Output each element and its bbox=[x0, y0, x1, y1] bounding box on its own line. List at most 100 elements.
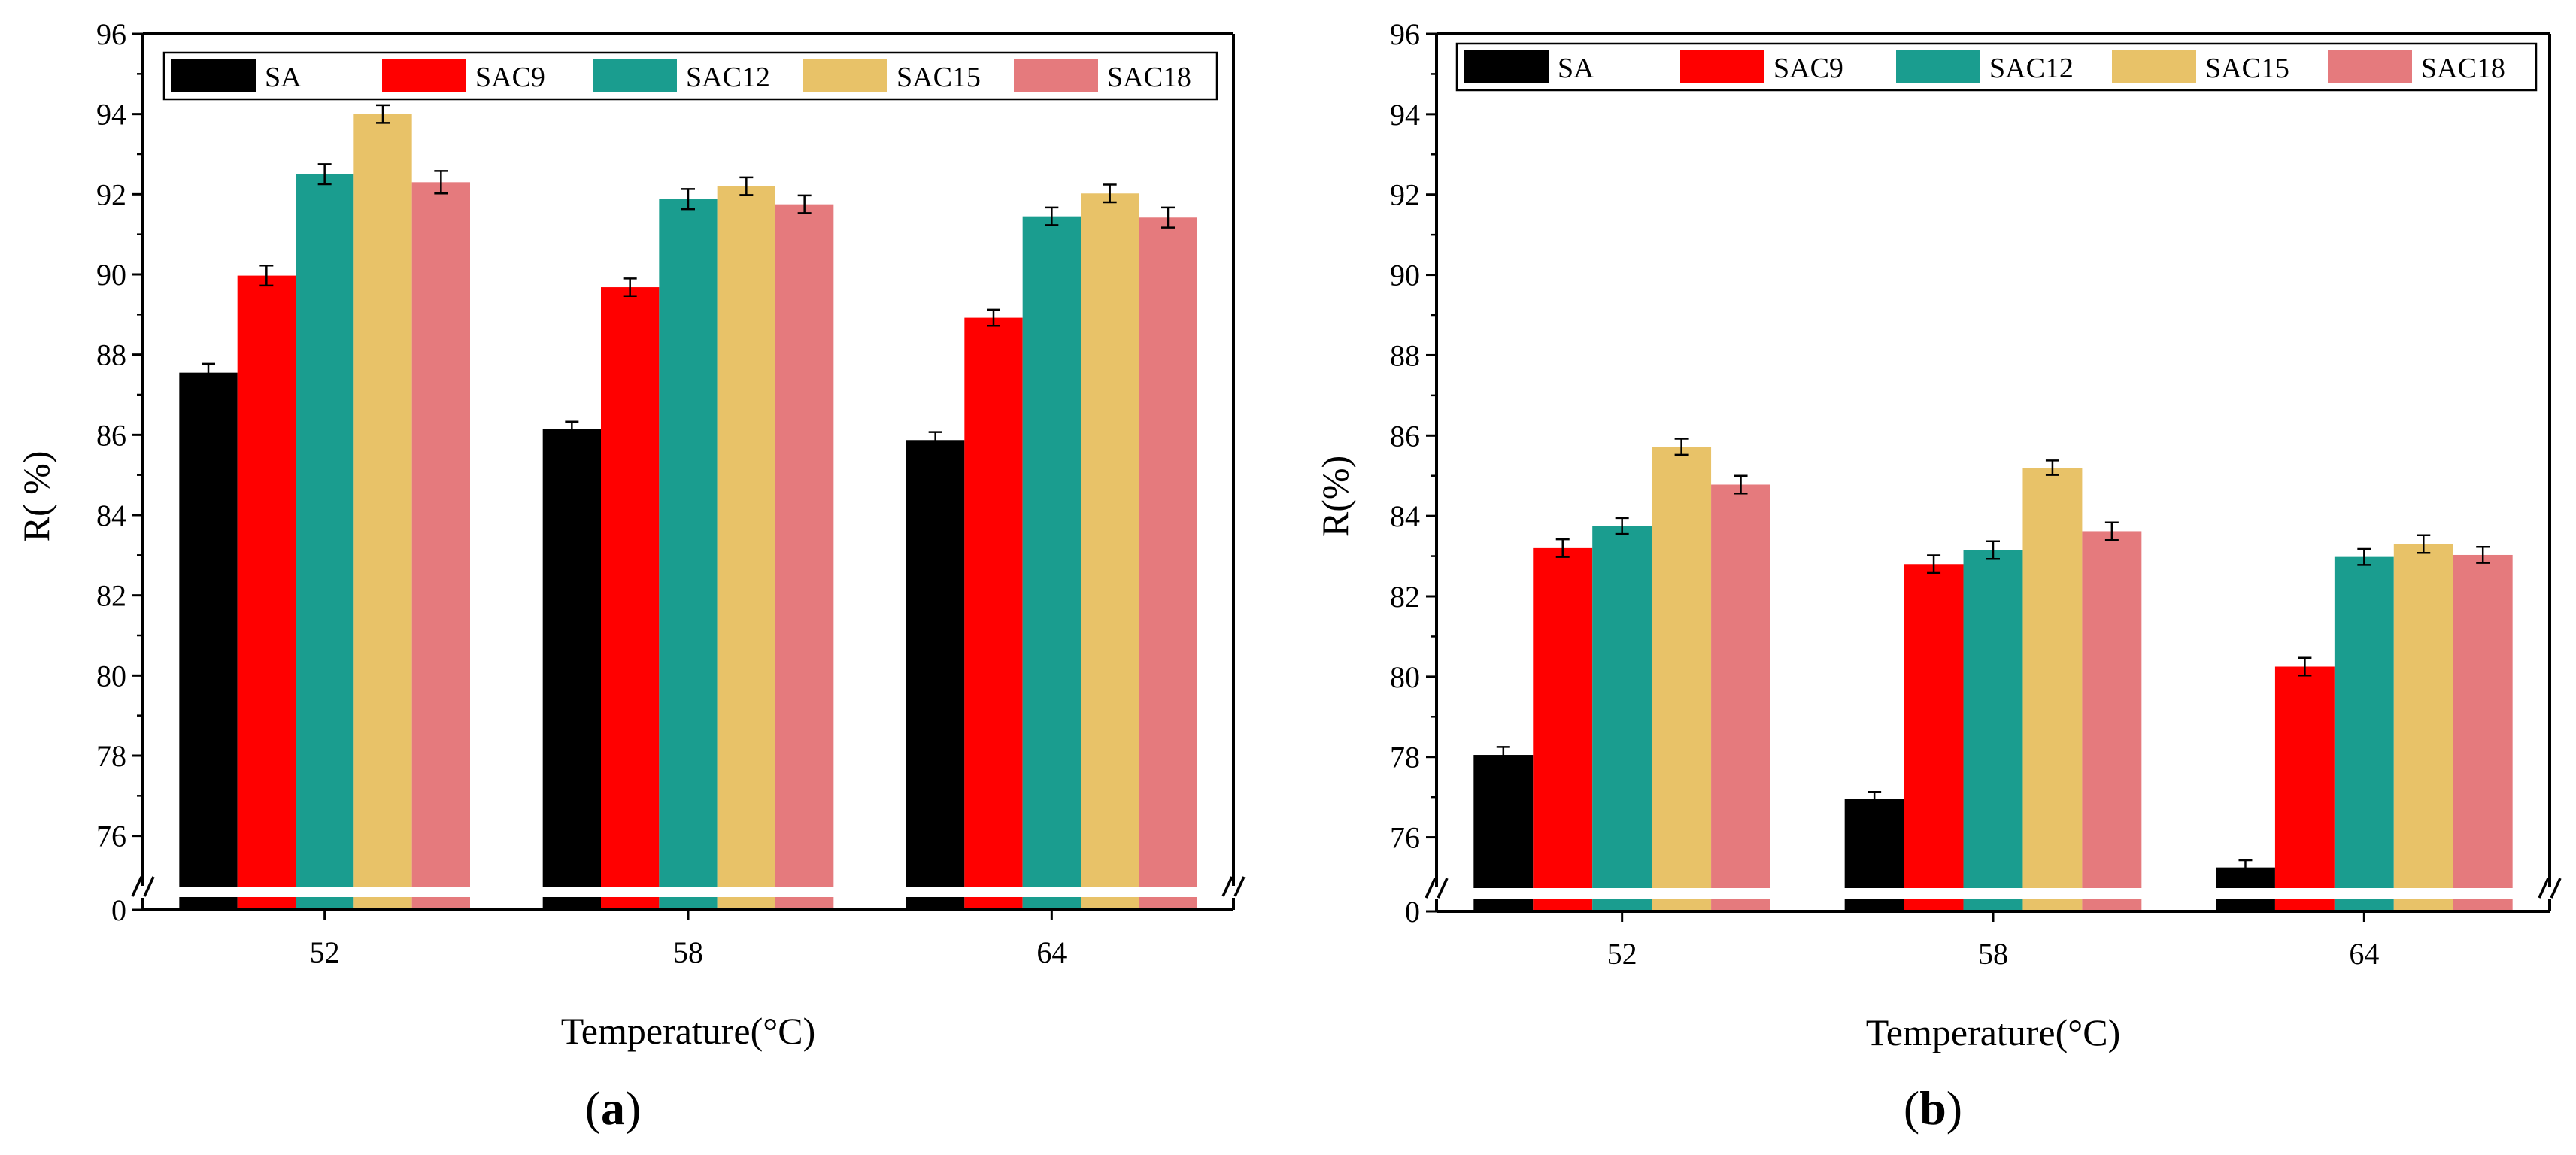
legend-swatch-sac18 bbox=[1014, 59, 1098, 92]
error-bar-sac15-64 bbox=[2417, 534, 2431, 554]
legend-label-sac9: SAC9 bbox=[475, 62, 545, 93]
legend: SA SAC9 SAC12 SAC15 SAC18 bbox=[1455, 42, 2538, 92]
bar-sac9-64 bbox=[964, 317, 1023, 911]
bar-sac18-52 bbox=[411, 182, 470, 911]
panel-label: (b) bbox=[1904, 1081, 1962, 1135]
x-tick-label-58: 58 bbox=[1978, 937, 2008, 971]
axis-break-band bbox=[1438, 888, 2548, 899]
panel-label: (a) bbox=[585, 1081, 642, 1135]
x-tick-label-64: 64 bbox=[1036, 935, 1067, 969]
legend-label-sac18: SAC18 bbox=[2421, 53, 2505, 84]
break-slash-1 bbox=[1221, 876, 1233, 897]
legend-label-sac9: SAC9 bbox=[1773, 53, 1843, 84]
error-bar-sac9-52 bbox=[1555, 538, 1570, 558]
bar-sac9-52 bbox=[237, 275, 296, 911]
bar-sac9-58 bbox=[601, 287, 660, 911]
y-tick-label-84: 84 bbox=[1390, 499, 1420, 533]
error-bar-sac18-52 bbox=[434, 170, 448, 195]
break-slash-2 bbox=[1233, 876, 1246, 897]
y-tick-label-0: 0 bbox=[111, 893, 126, 927]
bar-sac12-52 bbox=[296, 174, 354, 910]
y-tick-label-90: 90 bbox=[96, 258, 126, 292]
x-tick-label-52: 52 bbox=[310, 935, 340, 969]
chart-panel-b: 0 76 78 80 82 84 86 88 90 92 94 96 52 58 64 Temperature… bbox=[1314, 17, 2562, 1135]
legend-label-sac15: SAC15 bbox=[2205, 53, 2289, 84]
legend-swatch-sa bbox=[171, 59, 256, 92]
error-bar-sac15-58 bbox=[2045, 459, 2059, 476]
y-tick-label-76: 76 bbox=[1390, 821, 1420, 855]
error-bar-sac9-64 bbox=[2298, 656, 2312, 677]
bar-sac18-58 bbox=[2082, 531, 2142, 911]
bar-sac15-64 bbox=[2393, 544, 2453, 911]
x-tick-label-64: 64 bbox=[2349, 937, 2379, 971]
error-bar-sac15-52 bbox=[376, 104, 390, 124]
legend-swatch-sac15 bbox=[803, 59, 887, 92]
axis-break-band bbox=[144, 887, 1232, 897]
error-bar-sac18-64 bbox=[2476, 546, 2490, 564]
error-bar-sac9-58 bbox=[623, 277, 637, 298]
y-tick-label-92: 92 bbox=[96, 177, 126, 211]
legend-swatch-sac9 bbox=[1680, 50, 1764, 83]
bar-sac12-64 bbox=[2334, 556, 2394, 911]
legend-label-sa: SA bbox=[1558, 53, 1594, 84]
error-bar-sac18-58 bbox=[797, 194, 812, 214]
error-bar-sac12-58 bbox=[1986, 540, 2000, 560]
y-tick-label-92: 92 bbox=[1390, 178, 1420, 212]
bar-sac12-52 bbox=[1592, 526, 1652, 911]
legend-swatch-sac15 bbox=[2112, 50, 2196, 83]
panel-label-letter: a bbox=[601, 1081, 625, 1135]
error-bar-sac18-58 bbox=[2104, 521, 2119, 541]
break-slash-1 bbox=[2538, 878, 2550, 899]
bar-sac18-52 bbox=[1711, 484, 1770, 911]
y-tick-label-84: 84 bbox=[96, 499, 126, 532]
panel-label-open-paren: ( bbox=[1904, 1081, 1919, 1135]
y-tick-label-88: 88 bbox=[1390, 338, 1420, 372]
axis-break-mark-left bbox=[1425, 878, 1449, 899]
y-axis-title: R( %) bbox=[15, 451, 57, 542]
bar-sa-52 bbox=[179, 372, 238, 911]
error-bar-sa-52 bbox=[202, 362, 215, 383]
bar-sa-64 bbox=[906, 440, 965, 910]
bar-sac9-52 bbox=[1533, 547, 1593, 911]
error-bar-sac12-52 bbox=[317, 163, 332, 186]
legend-swatch-sa bbox=[1464, 50, 1549, 83]
panel-label-letter: b bbox=[1919, 1081, 1946, 1135]
y-tick-label-82: 82 bbox=[96, 579, 126, 613]
y-tick-label-94: 94 bbox=[1390, 98, 1420, 132]
bar-sac15-52 bbox=[1652, 447, 1712, 911]
legend-swatch-sac18 bbox=[2328, 50, 2412, 83]
y-axis-title: R(%) bbox=[1314, 456, 1356, 537]
legend-swatch-sac12 bbox=[593, 59, 677, 92]
error-bar-sac9-64 bbox=[987, 308, 1000, 327]
x-tick-label-52: 52 bbox=[1607, 937, 1637, 971]
error-bar-sa-52 bbox=[1496, 746, 1510, 764]
bar-sac12-58 bbox=[659, 199, 718, 910]
y-tick-label-86: 86 bbox=[1390, 419, 1420, 453]
y-tick-label-86: 86 bbox=[96, 418, 126, 452]
legend-label-sac12: SAC12 bbox=[1989, 53, 2074, 84]
bar-sa-52 bbox=[1473, 755, 1534, 911]
bar-sac9-58 bbox=[1904, 564, 1964, 911]
y-tick-label-88: 88 bbox=[96, 338, 126, 372]
panel-label-close-paren: ) bbox=[625, 1081, 641, 1135]
y-tick-label-78: 78 bbox=[96, 739, 126, 773]
error-bar-sa-64 bbox=[2238, 859, 2253, 876]
error-bar-sac18-64 bbox=[1161, 206, 1175, 229]
bar-sac18-64 bbox=[2453, 554, 2513, 911]
break-slash-2 bbox=[143, 876, 155, 897]
error-bar-sac15-52 bbox=[1674, 438, 1689, 456]
x-axis-title: Temperature(°C) bbox=[561, 1010, 816, 1052]
break-slash-1 bbox=[1425, 878, 1437, 899]
legend-swatch-sac9 bbox=[382, 59, 466, 92]
axis-break-mark-left bbox=[131, 876, 155, 897]
x-axis-title: Temperature(°C) bbox=[1866, 1011, 2121, 1053]
y-tick-label-94: 94 bbox=[96, 98, 126, 132]
break-slash-2 bbox=[2550, 878, 2562, 899]
break-slash-2 bbox=[1437, 878, 1449, 899]
error-bar-sa-58 bbox=[565, 420, 579, 438]
error-bar-sa-58 bbox=[1868, 790, 1882, 808]
panel-label-close-paren: ) bbox=[1946, 1081, 1962, 1135]
axis-break-mark-right bbox=[2538, 878, 2562, 899]
y-tick-label-80: 80 bbox=[96, 659, 126, 693]
